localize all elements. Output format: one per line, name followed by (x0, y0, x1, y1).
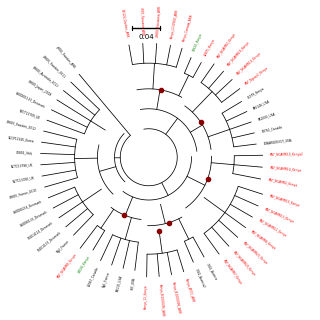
Text: 3042_Austria: 3042_Austria (206, 262, 219, 281)
Text: G2891_Italy: G2891_Italy (16, 151, 33, 155)
Text: GR124_Quebec_ARR: GR124_Quebec_ARR (121, 9, 130, 38)
Text: WHOV_France_2010: WHOV_France_2010 (9, 187, 38, 199)
Text: KNY_NGAMR10_Kenya: KNY_NGAMR10_Kenya (236, 51, 262, 76)
Text: KNY_NGAMR3_Kenya: KNY_NGAMR3_Kenya (217, 32, 237, 59)
Text: G4500_Kenya: G4500_Kenya (77, 255, 91, 274)
Text: SSDC4124_Denmark: SSDC4124_Denmark (27, 220, 54, 240)
Text: 45079_Kenya: 45079_Kenya (247, 86, 266, 100)
Text: 34760_Canada: 34760_Canada (261, 124, 283, 133)
Text: Kenya_ATCC_ARR: Kenya_ATCC_ARR (184, 278, 195, 303)
Text: Kenya_B1000096_ARR: Kenya_B1000096_ARR (171, 281, 181, 315)
Text: KNY_NGAMR7_Kenya: KNY_NGAMR7_Kenya (222, 259, 243, 285)
Text: WHOX_Australia_2011: WHOX_Australia_2011 (31, 65, 59, 88)
Text: KNY_NGAMR15_Kenya: KNY_NGAMR15_Kenya (269, 195, 300, 208)
Text: KNY_NGAMR5_Kenya: KNY_NGAMR5_Kenya (56, 253, 77, 279)
Text: USODKI135_Denmark: USODKI135_Denmark (19, 210, 48, 228)
Text: 3042_Austria2: 3042_Austria2 (194, 268, 206, 289)
Text: KNY_Ngozy2_Kenya: KNY_Ngozy2_Kenya (244, 66, 269, 86)
Text: NCTC13798_UK: NCTC13798_UK (11, 163, 34, 169)
Text: WHOV_Sweden_2011: WHOV_Sweden_2011 (42, 54, 67, 78)
Text: FDAARG05307_USA: FDAARG05307_USA (263, 138, 292, 145)
Text: Mg2_France: Mg2_France (55, 239, 70, 254)
Text: 50610_Kenya: 50610_Kenya (192, 32, 204, 52)
Text: NCTC13090_UK: NCTC13090_UK (12, 175, 36, 183)
Text: Ng1_France: Ng1_France (102, 271, 111, 288)
Text: WHOX_Botswana_ARR: WHOX_Botswana_ARR (155, 4, 161, 36)
Text: NCCP11945_Korea: NCCP11945_Korea (8, 135, 35, 143)
Text: Kenya_L135900_ARR: Kenya_L135900_ARR (170, 8, 180, 39)
Text: KNY_NGAMR11_Kenya: KNY_NGAMR11_Kenya (258, 219, 287, 238)
Text: KNY_NGAMR10_Kenya2: KNY_NGAMR10_Kenya2 (270, 153, 304, 157)
Text: Kenya_B1000095_ARR: Kenya_B1000095_ARR (158, 284, 165, 316)
Text: FA1000_USA: FA1000_USA (257, 112, 276, 122)
Text: YST_USA: YST_USA (131, 277, 136, 291)
Text: WHOX_Japan_2008: WHOX_Japan_2008 (27, 80, 52, 98)
Text: SSDC4133_Denmark: SSDC4133_Denmark (36, 230, 61, 252)
Text: 3303_Tanzania_ARR: 3303_Tanzania_ARR (139, 7, 144, 36)
Text: KNY_NGAMR19_Kenya: KNY_NGAMR19_Kenya (227, 40, 251, 67)
Text: Kenya_12_Kenya: Kenya_12_Kenya (144, 284, 148, 308)
Text: KNY_NGAMR2_Kenya: KNY_NGAMR2_Kenya (267, 179, 298, 188)
Text: 02067_Canada: 02067_Canada (86, 266, 99, 288)
Text: pHOU_Sweden_ARR: pHOU_Sweden_ARR (55, 46, 76, 70)
Text: 0.04: 0.04 (138, 34, 154, 40)
Text: KNY_NGAMR20_Kenya: KNY_NGAMR20_Kenya (232, 250, 257, 276)
Text: MS115_USA: MS115_USA (116, 275, 124, 292)
Text: KNY_NGAMR14_Kenya: KNY_NGAMR14_Kenya (269, 166, 301, 172)
Text: KNY_NGAMR13_Kenya: KNY_NGAMR13_Kenya (264, 207, 295, 224)
Text: FA6146_USA: FA6146_USA (252, 99, 271, 110)
Text: NTCT13709_UK: NTCT13709_UK (19, 108, 41, 120)
Text: Kenya_Canada_ARR: Kenya_Canada_ARR (182, 13, 195, 42)
Text: USODKI216_Denmark: USODKI216_Denmark (12, 199, 43, 214)
Text: 42875_Kenya: 42875_Kenya (203, 38, 216, 57)
Text: KNY_NGAMR23_Kenya: KNY_NGAMR23_Kenya (242, 241, 268, 265)
Text: WHOV_Sweden_2012: WHOV_Sweden_2012 (6, 120, 37, 131)
Text: KNY_NGAMR8_Kenya: KNY_NGAMR8_Kenya (250, 230, 277, 251)
Text: USODKI1110_Denmark: USODKI1110_Denmark (14, 91, 46, 108)
